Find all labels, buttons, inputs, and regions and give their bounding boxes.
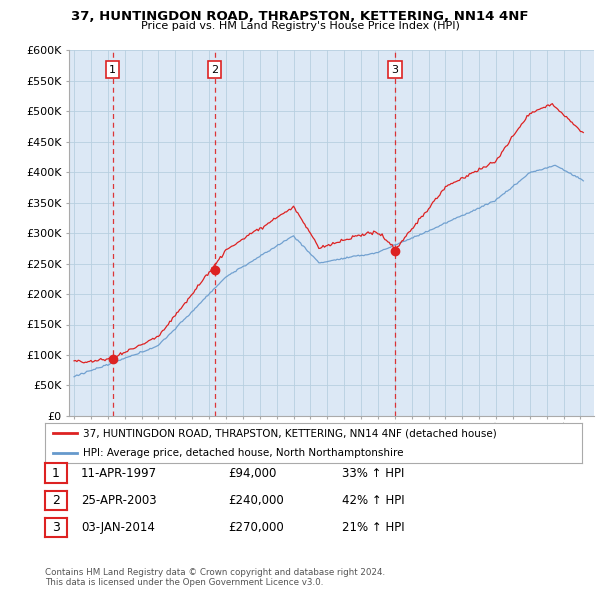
Text: 2: 2 — [211, 65, 218, 75]
Text: £240,000: £240,000 — [228, 494, 284, 507]
Text: Price paid vs. HM Land Registry's House Price Index (HPI): Price paid vs. HM Land Registry's House … — [140, 21, 460, 31]
Text: 25-APR-2003: 25-APR-2003 — [81, 494, 157, 507]
Text: 1: 1 — [52, 467, 60, 480]
Text: 03-JAN-2014: 03-JAN-2014 — [81, 521, 155, 534]
Text: £270,000: £270,000 — [228, 521, 284, 534]
Text: 3: 3 — [52, 521, 60, 534]
Text: Contains HM Land Registry data © Crown copyright and database right 2024.
This d: Contains HM Land Registry data © Crown c… — [45, 568, 385, 587]
Text: £94,000: £94,000 — [228, 467, 277, 480]
Text: 42% ↑ HPI: 42% ↑ HPI — [342, 494, 404, 507]
Text: 2: 2 — [52, 494, 60, 507]
Text: 3: 3 — [392, 65, 398, 75]
Text: 33% ↑ HPI: 33% ↑ HPI — [342, 467, 404, 480]
Text: 21% ↑ HPI: 21% ↑ HPI — [342, 521, 404, 534]
Text: 11-APR-1997: 11-APR-1997 — [81, 467, 157, 480]
Text: 1: 1 — [109, 65, 116, 75]
Text: 37, HUNTINGDON ROAD, THRAPSTON, KETTERING, NN14 4NF: 37, HUNTINGDON ROAD, THRAPSTON, KETTERIN… — [71, 10, 529, 23]
Text: HPI: Average price, detached house, North Northamptonshire: HPI: Average price, detached house, Nort… — [83, 448, 403, 458]
Text: 37, HUNTINGDON ROAD, THRAPSTON, KETTERING, NN14 4NF (detached house): 37, HUNTINGDON ROAD, THRAPSTON, KETTERIN… — [83, 428, 496, 438]
